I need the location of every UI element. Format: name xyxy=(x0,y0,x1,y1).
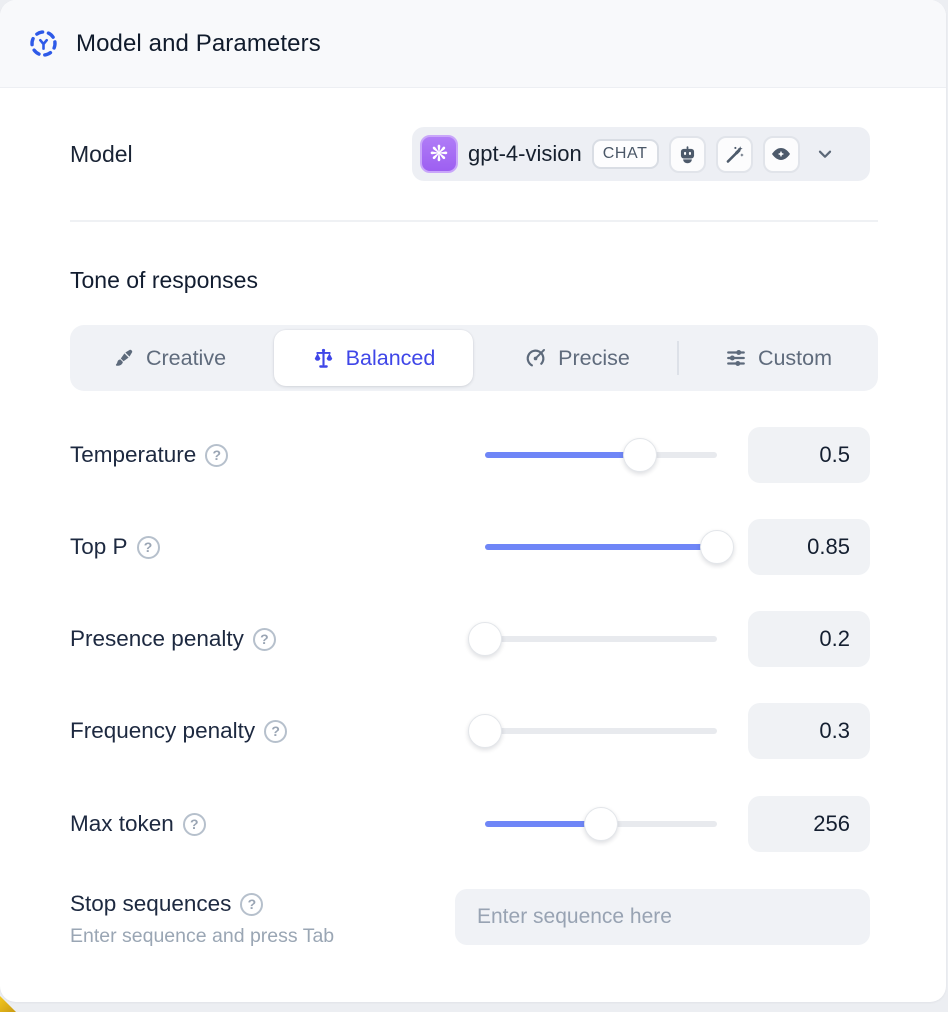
balance-scale-icon xyxy=(312,347,335,370)
tab-custom[interactable]: Custom xyxy=(679,325,878,391)
slider-thumb[interactable] xyxy=(623,438,658,472)
paintbrush-icon xyxy=(113,347,135,369)
temperature-value[interactable]: 0.5 xyxy=(748,427,870,483)
tab-label: Balanced xyxy=(345,345,436,370)
presence-penalty-slider[interactable] xyxy=(468,611,717,667)
frequency-penalty-slider[interactable] xyxy=(468,703,717,759)
tab-creative[interactable]: Creative xyxy=(70,325,269,391)
section-divider xyxy=(70,220,878,222)
panel-title: Model and Parameters xyxy=(76,29,321,57)
help-icon[interactable]: ? xyxy=(252,627,276,651)
help-icon[interactable]: ? xyxy=(264,719,288,743)
top-p-slider[interactable] xyxy=(485,519,734,575)
param-row-presence-penalty: Presence penalty ? 0.2 xyxy=(70,611,878,667)
panel-header: Model and Parameters xyxy=(0,0,946,88)
param-row-frequency-penalty: Frequency penalty ? 0.3 xyxy=(70,703,878,759)
model-hub-icon xyxy=(28,28,59,59)
robot-icon xyxy=(668,135,706,173)
magic-wand-icon xyxy=(715,135,753,173)
sliders-icon xyxy=(725,347,747,369)
tab-divider xyxy=(677,341,679,375)
frequency-penalty-value[interactable]: 0.3 xyxy=(748,703,870,759)
help-icon[interactable]: ? xyxy=(182,812,206,836)
tab-label: Custom xyxy=(757,345,833,370)
openai-logo-icon: ❋ xyxy=(420,135,458,173)
tab-label: Precise xyxy=(558,345,630,370)
param-row-top-p: Top P ? 0.85 xyxy=(70,519,878,575)
help-icon[interactable]: ? xyxy=(136,535,160,559)
help-icon[interactable]: ? xyxy=(240,892,264,916)
chat-type-badge: CHAT xyxy=(591,139,659,169)
help-icon[interactable]: ? xyxy=(205,443,229,467)
slider-thumb[interactable] xyxy=(584,807,618,841)
top-p-value[interactable]: 0.85 xyxy=(748,519,870,575)
slider-thumb[interactable] xyxy=(700,530,734,564)
param-label: Frequency penalty xyxy=(70,718,256,743)
param-row-max-token: Max token ? 256 xyxy=(70,796,878,852)
target-icon xyxy=(525,347,547,369)
param-label: Top P xyxy=(70,534,128,559)
model-label: Model xyxy=(70,141,133,167)
stop-sequence-input[interactable] xyxy=(455,889,870,945)
slider-thumb[interactable] xyxy=(468,714,502,748)
tab-precise[interactable]: Precise xyxy=(478,325,677,391)
stop-sequences-hint: Enter sequence and press Tab xyxy=(70,925,335,947)
param-label: Presence penalty xyxy=(70,626,244,651)
tab-balanced[interactable]: Balanced xyxy=(274,330,473,386)
stop-sequences-label: Stop sequences xyxy=(70,891,232,916)
chevron-down-icon xyxy=(814,143,836,165)
temperature-slider[interactable] xyxy=(485,427,717,483)
param-label: Temperature xyxy=(70,442,197,467)
param-row-temperature: Temperature ? 0.5 xyxy=(70,427,878,483)
tab-label: Creative xyxy=(145,345,227,370)
param-label: Max token xyxy=(70,811,174,836)
selected-model-name: gpt-4-vision xyxy=(468,141,582,166)
max-token-slider[interactable] xyxy=(485,796,717,852)
max-token-value[interactable]: 256 xyxy=(748,796,870,852)
model-select[interactable]: ❋ gpt-4-vision CHAT xyxy=(412,127,870,181)
slider-thumb[interactable] xyxy=(468,622,502,656)
tone-tab-bar: Creative Balanced xyxy=(70,325,878,391)
tone-heading: Tone of responses xyxy=(70,267,258,293)
presence-penalty-value[interactable]: 0.2 xyxy=(748,611,870,667)
stop-sequences-label-row: Stop sequences ? xyxy=(70,891,264,917)
vision-eye-icon xyxy=(762,135,800,173)
